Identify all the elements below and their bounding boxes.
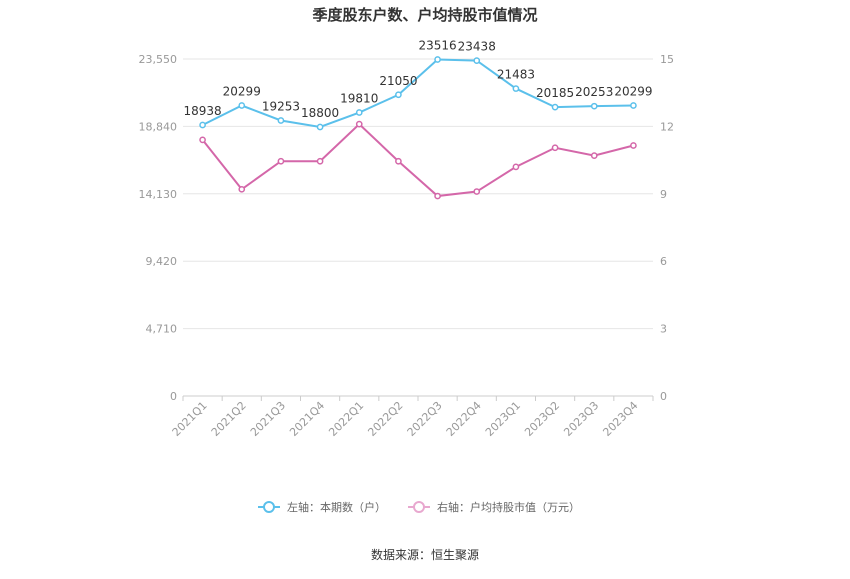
y-right-tick-label: 0 — [660, 390, 667, 403]
x-tick-label: 2023Q4 — [600, 399, 640, 439]
y-left-tick-label: 23,550 — [139, 53, 178, 66]
x-tick-label: 2021Q4 — [287, 399, 327, 439]
data-point — [395, 157, 402, 165]
y-left-tick-label: 14,130 — [139, 188, 178, 201]
y-left-tick-label: 9,420 — [146, 255, 178, 268]
data-label: 21483 — [497, 68, 535, 82]
data-point — [630, 142, 637, 149]
data-point — [551, 144, 559, 152]
y-right-tick-label: 12 — [660, 120, 674, 133]
legend-marker-icon — [413, 501, 425, 513]
data-point — [355, 109, 363, 116]
legend-label: 左轴：本期数（户） — [287, 500, 386, 514]
data-label: 19810 — [340, 92, 378, 106]
x-tick-label: 2022Q3 — [405, 399, 445, 439]
data-point — [512, 85, 520, 92]
x-tick-label: 2023Q1 — [483, 399, 523, 439]
data-point — [277, 117, 285, 124]
legend-label: 右轴：户均持股市值（万元） — [437, 500, 580, 514]
data-point — [199, 136, 206, 144]
y-right-tick-label: 6 — [660, 255, 667, 268]
y-right-tick-label: 15 — [660, 53, 674, 66]
series-layer — [199, 56, 637, 200]
legend-item-avg-value[interactable]: 右轴：户均持股市值（万元） — [408, 500, 580, 514]
chart-title: 季度股东户数、户均持股市值情况 — [312, 6, 537, 24]
data-point — [434, 56, 441, 63]
data-point — [199, 121, 206, 129]
y-left-tick-label: 18,840 — [139, 120, 178, 133]
data-label: 23516 — [418, 38, 456, 52]
series-line-avg-value — [201, 122, 634, 198]
x-tick-label: 2022Q4 — [444, 399, 484, 439]
data-point — [473, 188, 481, 195]
data-label: 21050 — [379, 74, 417, 88]
data-point — [512, 163, 520, 171]
y-right-tick-label: 9 — [660, 188, 667, 201]
y-left-tick-label: 0 — [170, 390, 177, 403]
x-tick-label: 2023Q3 — [561, 399, 601, 439]
source-note: 数据来源：恒生聚源 — [371, 547, 479, 562]
data-label: 20253 — [575, 85, 613, 99]
data-point — [590, 152, 598, 159]
data-point — [434, 192, 441, 200]
legend-marker-icon — [263, 501, 275, 513]
data-point — [473, 57, 481, 64]
data-label: 19253 — [262, 99, 300, 113]
data-point — [590, 102, 598, 110]
legend: 左轴：本期数（户） 右轴：户均持股市值（万元） — [258, 500, 580, 514]
grid-layer — [183, 58, 653, 330]
legend-item-holders[interactable]: 左轴：本期数（户） — [258, 500, 386, 514]
y-right-tick-label: 3 — [660, 323, 667, 336]
data-label: 20299 — [614, 85, 652, 99]
data-label: 20185 — [536, 86, 574, 100]
data-label: 18938 — [183, 104, 221, 118]
x-tick-label: 2021Q3 — [248, 399, 288, 439]
data-label: 18800 — [301, 106, 339, 120]
data-point — [316, 123, 324, 131]
data-point — [551, 103, 559, 111]
data-point — [316, 157, 324, 165]
x-tick-label: 2022Q1 — [326, 399, 366, 439]
y-left-tick-label: 4,710 — [146, 323, 178, 336]
x-tick-label: 2021Q2 — [209, 399, 249, 439]
data-label: 20299 — [223, 85, 261, 99]
data-point — [238, 185, 246, 193]
x-tick-label: 2023Q2 — [522, 399, 562, 439]
data-point — [395, 91, 402, 99]
data-point — [277, 157, 285, 165]
data-point — [630, 102, 637, 109]
data-point — [355, 120, 363, 128]
series-line-holders — [202, 58, 634, 129]
data-point — [238, 102, 246, 109]
data-label: 23438 — [458, 40, 496, 54]
x-tick-label: 2022Q2 — [365, 399, 405, 439]
x-tick-label: 2021Q1 — [170, 399, 210, 439]
